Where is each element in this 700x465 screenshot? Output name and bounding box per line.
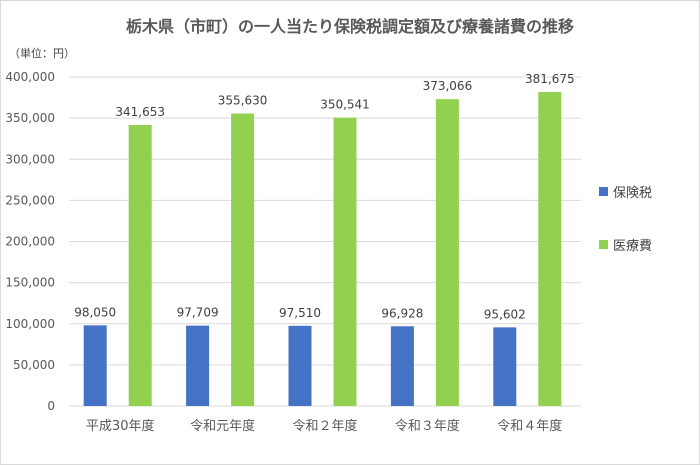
data-label: 373,066: [423, 79, 473, 93]
y-tick-label: 200,000: [5, 235, 55, 249]
data-label: 97,510: [279, 306, 321, 320]
x-tick-label: 令和４年度: [497, 418, 562, 434]
y-tick-label: 150,000: [5, 276, 55, 290]
legend-item-premium: 保険税: [599, 181, 694, 201]
bar: [493, 327, 517, 406]
bar: [83, 325, 107, 406]
bar: [333, 117, 357, 407]
x-tick-label: 令和２年度: [292, 418, 357, 434]
data-label: 381,675: [525, 72, 575, 86]
x-tick-label: 令和３年度: [395, 418, 460, 434]
data-label: 96,928: [381, 306, 423, 320]
unit-label: （単位：円）: [9, 47, 75, 60]
data-label: 355,630: [218, 93, 268, 107]
y-tick-label: 250,000: [5, 193, 55, 207]
y-tick-label: 0: [47, 399, 55, 413]
bar: [186, 325, 210, 406]
chart-title: 栃木県（市町）の一人当たり保険税調定額及び療養諸費の推移: [125, 17, 574, 36]
bar: [288, 325, 312, 406]
legend: 保険税 医療費: [599, 181, 694, 287]
bar: [390, 326, 414, 406]
data-label: 341,653: [115, 105, 165, 119]
x-tick-label: 令和元年度: [190, 418, 255, 434]
legend-label-medical: 医療費: [613, 238, 653, 254]
bar: [435, 99, 459, 407]
legend-swatch-premium: [599, 186, 608, 196]
data-label: 97,709: [177, 306, 219, 320]
y-tick-label: 100,000: [5, 317, 55, 331]
legend-item-medical: 医療費: [599, 234, 694, 254]
y-tick-label: 300,000: [5, 152, 55, 166]
bar: [231, 113, 255, 406]
y-tick-label: 350,000: [5, 111, 55, 125]
data-label: 95,602: [484, 307, 526, 321]
legend-swatch-medical: [599, 239, 608, 249]
bar: [538, 92, 562, 406]
y-tick-label: 400,000: [5, 70, 55, 84]
y-tick-label: 50,000: [13, 358, 55, 372]
data-label: 350,541: [320, 98, 370, 112]
legend-label-premium: 保険税: [613, 185, 653, 201]
data-label: 98,050: [74, 305, 116, 319]
x-tick-label: 平成30年度: [86, 418, 155, 434]
bar: [128, 124, 152, 406]
